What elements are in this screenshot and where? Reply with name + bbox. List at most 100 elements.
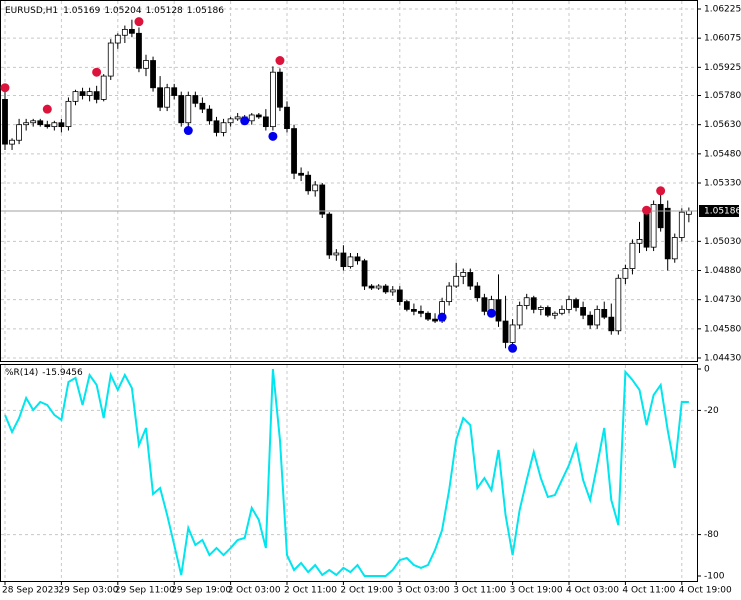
indicator-title: %R(14) [5,368,38,378]
candle-body [128,29,135,34]
candle-body [629,242,636,269]
candle-body [608,316,615,332]
x-tick-label: 29 Sep 03:00 [58,586,118,596]
fractal-marker [642,205,652,215]
candle-body [552,312,558,316]
candle-body [51,122,58,128]
candle-body [326,213,333,256]
candle-body [164,87,171,108]
candle-body [530,297,537,310]
candle-body [678,211,685,238]
candle-body [580,307,586,316]
candle-body [495,299,502,322]
candle-body [425,312,431,320]
price-label: 1.05186 [704,207,741,217]
fractal-marker [486,308,496,318]
candle-body [284,106,290,129]
candle-body [136,32,142,69]
x-tick-label: 29 Sep 11:00 [115,586,175,596]
fractal-marker [275,56,285,66]
fractal-marker [240,116,250,126]
candle-body [566,299,572,310]
low: 1.05128 [146,6,183,16]
candle-body [262,116,269,128]
y-tick-label: 1.05480 [704,149,741,159]
fractal-marker [268,131,278,141]
price-label-box [699,205,739,218]
candle-body [16,124,23,141]
indicator-line [4,368,689,577]
fractal-marker [437,312,447,322]
y-tick-label: 1.05925 [704,63,741,73]
x-tick-label: 4 Oct 03:00 [566,586,619,596]
candle-body [664,207,671,260]
candle-body [30,120,37,124]
candle-body [199,102,206,110]
x-tick-label: 3 Oct 03:00 [397,586,450,596]
candle-body [248,114,255,122]
candle-body [150,60,156,89]
candle-body [79,91,86,96]
indicator-panel [0,364,698,582]
candle-body [107,42,114,77]
candle-body [361,260,368,287]
symbol: EURUSD,H1 [5,6,58,16]
candle-body [418,310,424,314]
y-tick-label: 1.05330 [704,179,741,189]
candle-body [467,272,474,287]
fractal-marker [656,186,666,196]
y-tick-label: 1.04880 [704,266,741,276]
candle-body [410,308,417,312]
y-tick-label: 0 [704,365,710,375]
candle-body [354,256,361,262]
fractal-marker [508,343,518,353]
candle-body [171,87,178,96]
x-tick-label: 3 Oct 19:00 [510,586,563,596]
candle-body [382,285,389,293]
candle-body [340,252,347,268]
candle-body [58,122,65,128]
candle-body [178,95,185,124]
candle-body [100,75,107,100]
y-tick-label: 1.05630 [704,120,741,130]
candle-body [544,307,551,316]
candle-body [622,268,629,279]
y-tick-label: -20 [704,406,719,416]
x-tick-label: 2 Oct 03:00 [228,586,281,596]
x-tick-label: 3 Oct 11:00 [453,586,506,596]
y-tick-label: -100 [704,572,725,582]
candle-body [206,108,213,122]
candle-body [657,204,664,229]
candle-body [86,91,93,96]
candle-body [347,256,354,268]
candle-body [291,128,297,174]
candle-body [523,297,530,306]
candle-body [157,87,164,108]
indicator-value: -15.9456 [42,368,83,378]
candle-body [298,172,305,176]
candle-body [587,314,594,326]
candle-body [375,285,382,289]
candle-body [671,237,678,260]
candle-body [65,100,72,128]
candle-body [143,60,149,69]
candle-body [481,297,488,312]
candle-body [601,308,608,318]
candle-body [44,124,51,128]
candle-body [2,99,8,145]
candle-body [509,324,516,343]
candle-body [453,275,460,287]
candle-body [559,308,565,314]
x-tick-label: 4 Oct 11:00 [622,586,675,596]
candle-body [72,91,79,102]
y-tick-label: 1.04730 [704,295,741,305]
candle-body [312,184,319,192]
x-tick-label: 2 Oct 11:00 [284,586,337,596]
price-header: EURUSD,H1 1.05169 1.05204 1.05128 1.05186 [5,6,224,16]
candle-body [573,299,579,308]
candle-body [446,285,453,303]
price-panel [0,0,698,362]
x-tick-label: 2 Oct 19:00 [340,586,393,596]
candle-body [192,95,199,104]
fractal-marker [0,83,10,93]
